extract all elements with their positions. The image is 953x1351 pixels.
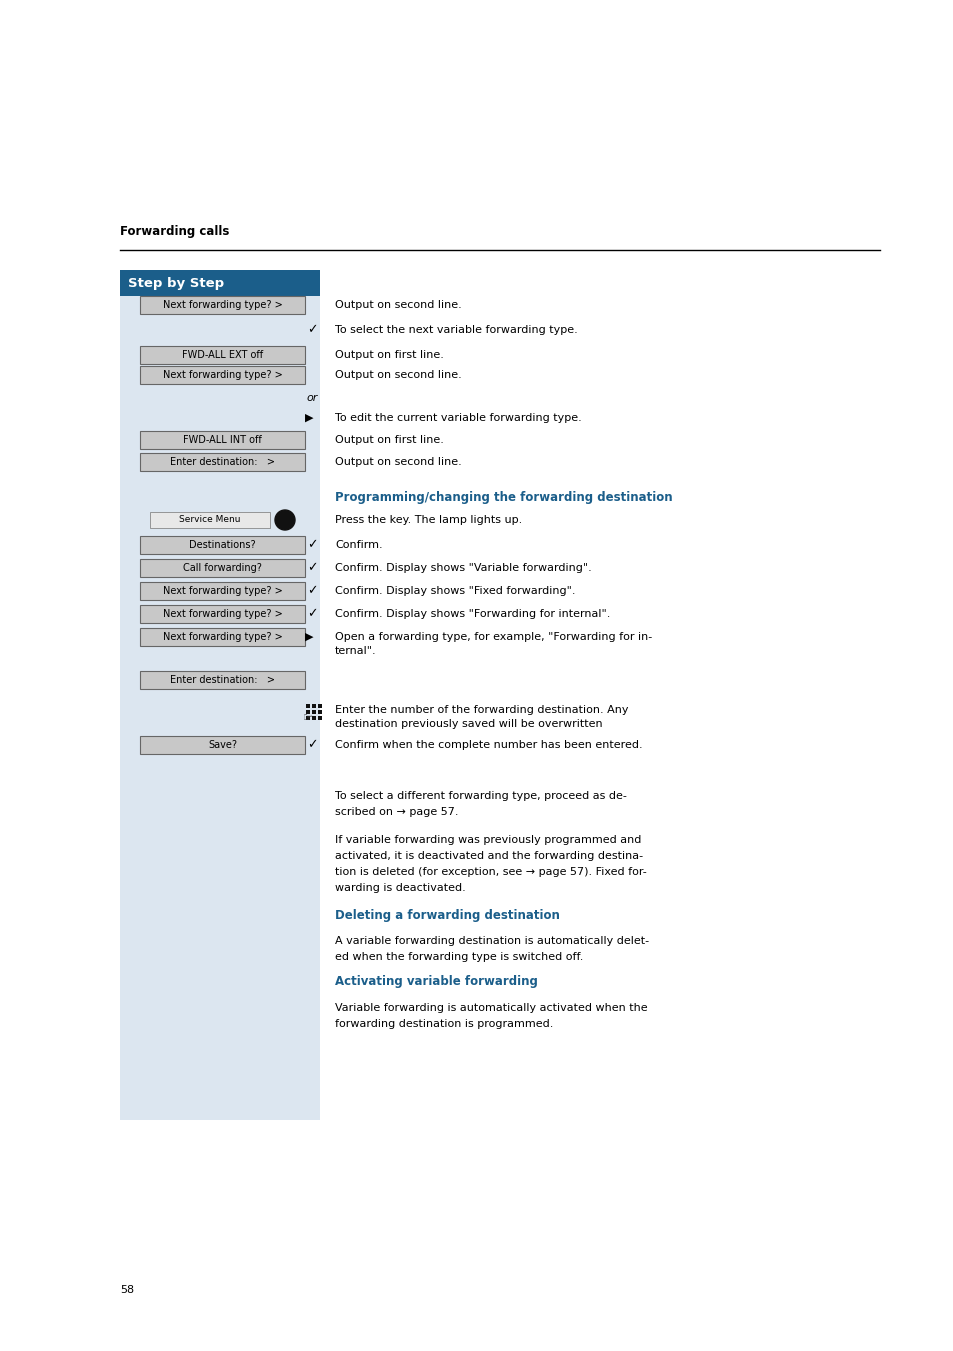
Text: ✓: ✓ [307, 562, 317, 574]
Text: Next forwarding type? >: Next forwarding type? > [162, 300, 282, 309]
Bar [140, 582, 305, 600]
Text: Service Menu: Service Menu [179, 516, 240, 524]
Text: Next forwarding type? >: Next forwarding type? > [162, 632, 282, 642]
Text: destination previously saved will be overwritten: destination previously saved will be ove… [335, 719, 602, 730]
Text: Open a forwarding type, for example, "Forwarding for in-: Open a forwarding type, for example, "Fo… [335, 632, 652, 642]
Bar [317, 711, 322, 713]
Text: activated, it is deactivated and the forwarding destina-: activated, it is deactivated and the for… [335, 851, 642, 861]
Text: Next forwarding type? >: Next forwarding type? > [162, 586, 282, 596]
Text: ternal".: ternal". [335, 646, 376, 657]
Text: Step by Step: Step by Step [128, 277, 224, 289]
Text: A variable forwarding destination is automatically delet-: A variable forwarding destination is aut… [335, 936, 648, 946]
Text: ▶: ▶ [304, 413, 313, 423]
Bar [140, 559, 305, 577]
Text: ✓: ✓ [307, 539, 317, 551]
Bar [140, 736, 305, 754]
Text: Deleting a forwarding destination: Deleting a forwarding destination [335, 909, 559, 923]
Text: Activating variable forwarding: Activating variable forwarding [335, 975, 537, 989]
Text: Call forwarding?: Call forwarding? [183, 563, 262, 573]
Bar [317, 716, 322, 720]
Bar [140, 296, 305, 313]
Text: Output on second line.: Output on second line. [335, 370, 461, 380]
Text: Next forwarding type? >: Next forwarding type? > [162, 370, 282, 380]
Text: To select a different forwarding type, proceed as de-: To select a different forwarding type, p… [335, 790, 626, 801]
Text: Press the key. The lamp lights up.: Press the key. The lamp lights up. [335, 515, 521, 526]
Text: Output on first line.: Output on first line. [335, 435, 443, 444]
Text: Save?: Save? [208, 740, 236, 750]
Text: Programming/changing the forwarding destination: Programming/changing the forwarding dest… [335, 492, 672, 504]
Text: Enter destination:   >: Enter destination: > [170, 676, 274, 685]
Bar [120, 270, 319, 296]
Text: ed when the forwarding type is switched off.: ed when the forwarding type is switched … [335, 952, 583, 962]
Bar [140, 628, 305, 646]
Bar [140, 431, 305, 449]
Bar [306, 711, 310, 713]
Text: If variable forwarding was previously programmed and: If variable forwarding was previously pr… [335, 835, 640, 844]
Text: ▶: ▶ [304, 632, 313, 642]
Bar [140, 536, 305, 554]
Text: ✓: ✓ [307, 323, 317, 336]
Bar [150, 512, 270, 528]
Text: 58: 58 [120, 1285, 134, 1296]
Text: warding is deactivated.: warding is deactivated. [335, 884, 465, 893]
Bar [140, 605, 305, 623]
Text: Output on first line.: Output on first line. [335, 350, 443, 359]
Bar [120, 270, 319, 1120]
Text: ✓: ✓ [307, 739, 317, 751]
Text: or: or [306, 393, 317, 403]
Bar [140, 346, 305, 363]
Text: Variable forwarding is automatically activated when the: Variable forwarding is automatically act… [335, 1002, 647, 1013]
Text: To edit the current variable forwarding type.: To edit the current variable forwarding … [335, 413, 581, 423]
Text: Destinations?: Destinations? [189, 540, 255, 550]
Bar [140, 366, 305, 384]
Bar [312, 711, 315, 713]
Text: FWD-ALL INT off: FWD-ALL INT off [183, 435, 262, 444]
Text: Confirm when the complete number has been entered.: Confirm when the complete number has bee… [335, 740, 642, 750]
Text: Output on second line.: Output on second line. [335, 457, 461, 467]
Text: FWD-ALL EXT off: FWD-ALL EXT off [182, 350, 263, 359]
Bar [317, 704, 322, 708]
Text: Forwarding calls: Forwarding calls [120, 226, 229, 239]
Text: Enter destination:   >: Enter destination: > [170, 457, 274, 467]
Bar [140, 671, 305, 689]
Text: ✓: ✓ [307, 608, 317, 620]
Text: To select the next variable forwarding type.: To select the next variable forwarding t… [335, 326, 578, 335]
Text: Confirm. Display shows "Fixed forwarding".: Confirm. Display shows "Fixed forwarding… [335, 586, 575, 596]
Text: scribed on → page 57.: scribed on → page 57. [335, 807, 458, 817]
Text: Confirm. Display shows "Forwarding for internal".: Confirm. Display shows "Forwarding for i… [335, 609, 610, 619]
Text: ✓: ✓ [307, 585, 317, 597]
Bar [306, 716, 310, 720]
Text: Enter the number of the forwarding destination. Any: Enter the number of the forwarding desti… [335, 705, 628, 715]
Text: Confirm.: Confirm. [335, 540, 382, 550]
Bar [140, 453, 305, 471]
Text: Output on second line.: Output on second line. [335, 300, 461, 309]
Bar [312, 704, 315, 708]
Text: Confirm. Display shows "Variable forwarding".: Confirm. Display shows "Variable forward… [335, 563, 591, 573]
Bar [312, 716, 315, 720]
Text: tion is deleted (for exception, see → page 57). Fixed for-: tion is deleted (for exception, see → pa… [335, 867, 646, 877]
Text: Next forwarding type? >: Next forwarding type? > [162, 609, 282, 619]
Text: forwarding destination is programmed.: forwarding destination is programmed. [335, 1019, 553, 1029]
Circle shape [274, 509, 294, 530]
Text: ☞: ☞ [303, 713, 313, 723]
Bar [306, 704, 310, 708]
